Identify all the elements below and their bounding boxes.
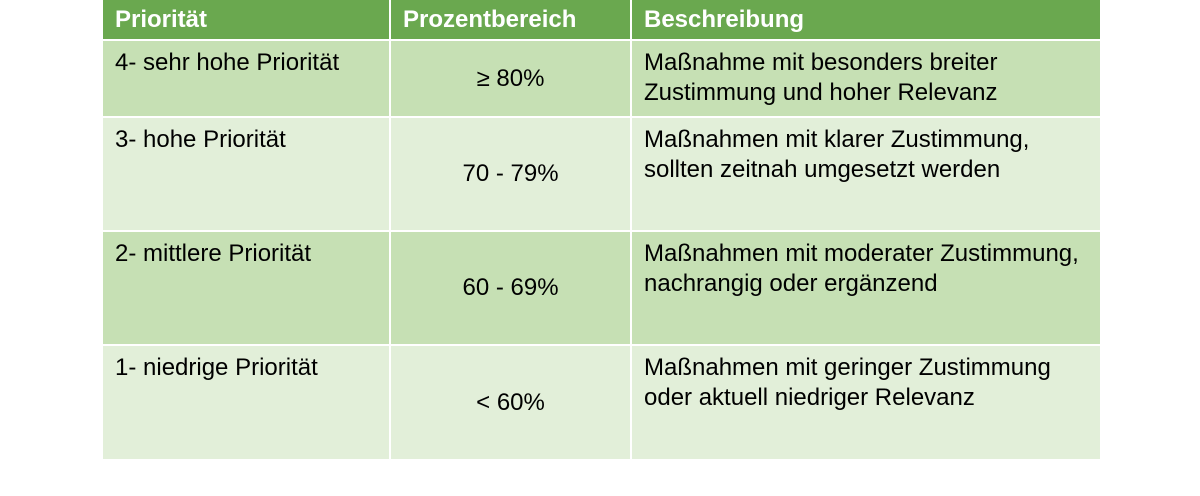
table-row: 1- niedrige Priorität < 60% Maßnahmen mi… — [103, 344, 1100, 459]
range-cell: 60 - 69% — [390, 230, 632, 345]
range-cell: ≥ 80% — [390, 39, 632, 117]
priority-cell: 3- hohe Priorität — [103, 116, 391, 231]
table-row: 4- sehr hohe Priorität ≥ 80% Maßnahme mi… — [103, 39, 1100, 117]
table-row: 3- hohe Priorität 70 - 79% Maßnahmen mit… — [103, 116, 1100, 231]
description-cell: Maßnahmen mit geringer Zustimmung oder a… — [631, 344, 1100, 459]
priority-cell: 4- sehr hohe Priorität — [103, 39, 391, 117]
header-priority: Priorität — [103, 0, 391, 40]
priority-cell: 2- mittlere Priorität — [103, 230, 391, 345]
range-cell: 70 - 79% — [390, 116, 632, 231]
description-cell: Maßnahmen mit klarer Zustimmung, sollten… — [631, 116, 1100, 231]
priority-cell: 1- niedrige Priorität — [103, 344, 391, 459]
priority-table: Priorität Prozentbereich Beschreibung 4-… — [103, 0, 1100, 459]
range-cell: < 60% — [390, 344, 632, 459]
header-description: Beschreibung — [644, 5, 805, 33]
table-header-row: Priorität Prozentbereich Beschreibung — [103, 0, 1100, 40]
table-row: 2- mittlere Priorität 60 - 69% Maßnahmen… — [103, 230, 1100, 345]
header-range: Prozentbereich — [390, 0, 632, 40]
description-cell: Maßnahmen mit moderater Zustimmung, nach… — [631, 230, 1100, 345]
description-cell: Maßnahme mit besonders breiter Zustimmun… — [631, 39, 1100, 117]
